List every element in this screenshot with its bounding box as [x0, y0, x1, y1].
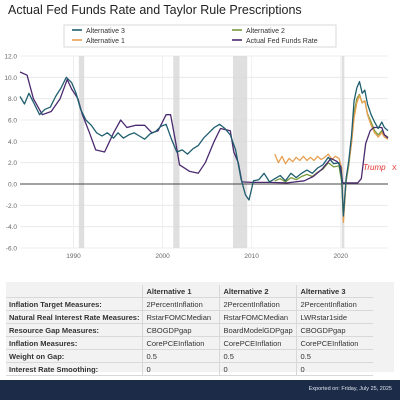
page-title: Actual Fed Funds Rate and Taylor Rule Pr… — [8, 3, 302, 17]
table-cell: CorePCEInflation — [142, 336, 220, 350]
y-tick-label: 4.0 — [8, 139, 17, 146]
column-header: Alternative 2 — [219, 285, 297, 298]
recession-band — [232, 56, 248, 248]
column-header: Alternative 1 — [142, 285, 220, 298]
y-tick-label: -4.0 — [6, 224, 18, 231]
y-tick-label: 6.0 — [8, 118, 17, 125]
x-tick-label: 1990 — [66, 253, 81, 260]
row-label: Inflation Measures: — [6, 336, 143, 350]
row-label: Interest Rate Smoothing: — [6, 362, 143, 376]
table-cell: 2PercentInflation — [296, 297, 374, 311]
table-cell: CBOGDPgap — [142, 323, 220, 337]
table-cell: 0 — [142, 362, 220, 376]
y-tick-label: -2.0 — [6, 203, 18, 210]
y-tick-label: 8.0 — [8, 96, 17, 103]
row-label: Natural Real Interest Rate Measures: — [6, 310, 143, 324]
legend-label: Actual Fed Funds Rate — [246, 38, 318, 45]
series-line-alternative-3 — [19, 76, 389, 217]
table-cell: BoardModelGDPgap — [219, 323, 297, 337]
footer-bar: Exported on: Friday, July 25, 2025 — [0, 380, 400, 400]
table-cell: CorePCEInflation — [296, 336, 374, 350]
params-corner-cell — [6, 285, 143, 298]
recession-band — [78, 56, 85, 248]
trump-annotation-label: Trump — [363, 163, 386, 172]
column-header: Alternative 3 — [296, 285, 374, 298]
table-cell: LWRstar1side — [296, 310, 374, 324]
y-tick-label: -6.0 — [6, 246, 18, 253]
params-table: Alternative 1 Alternative 2 Alternative … — [6, 285, 374, 376]
table-cell: 0.5 — [296, 349, 374, 363]
table-row: Natural Real Interest Rate Measures: Rst… — [6, 310, 374, 324]
taylor-rule-chart: -6.0 -4.0 -2.0 0.0 2.0 4.0 6.0 8.0 10.0 12.0 1990… — [4, 24, 397, 260]
table-cell: 2PercentInflation — [219, 297, 297, 311]
table-cell: 0 — [219, 362, 297, 376]
table-row: Weight on Gap: 0.5 0.5 0.5 — [6, 349, 374, 363]
table-cell: 0 — [296, 362, 374, 376]
legend-label: Alternative 3 — [86, 28, 125, 35]
x-tick-label: 2010 — [244, 253, 259, 260]
legend-label: Alternative 1 — [86, 38, 125, 45]
row-label: Weight on Gap: — [6, 349, 143, 363]
export-timestamp: Exported on: Friday, July 25, 2025 — [308, 386, 392, 392]
table-cell: RstarFOMCMedian — [142, 310, 220, 324]
table-cell: 2PercentInflation — [142, 297, 220, 311]
recession-band — [341, 56, 345, 248]
legend-label: Alternative 2 — [246, 28, 285, 35]
y-tick-label: 2.0 — [8, 160, 17, 167]
legend-box — [63, 24, 337, 48]
table-cell: CBOGDPgap — [296, 323, 374, 337]
table-row: Inflation Measures: CorePCEInflation Cor… — [6, 336, 374, 350]
y-tick-label: 12.0 — [4, 54, 17, 61]
table-row: Inflation Target Measures: 2PercentInfla… — [6, 297, 374, 311]
row-label: Inflation Target Measures: — [6, 297, 143, 311]
x-tick-label: 2020 — [334, 253, 349, 260]
x-tick-label: 2000 — [155, 253, 170, 260]
table-cell: CorePCEInflation — [219, 336, 297, 350]
table-cell: 0.5 — [219, 349, 297, 363]
table-row: Interest Rate Smoothing: 0 0 0 — [6, 362, 374, 376]
trump-annotation-marker: X — [392, 165, 397, 172]
y-tick-label: 10.0 — [4, 75, 17, 82]
params-header-row: Alternative 1 Alternative 2 Alternative … — [6, 285, 374, 298]
series-line-alternative-1 — [274, 94, 389, 224]
table-cell: 0.5 — [142, 349, 220, 363]
y-tick-label: 0.0 — [8, 182, 17, 189]
table-row: Resource Gap Measures: CBOGDPgap BoardMo… — [6, 323, 374, 337]
table-cell: RstarFOMCMedian — [219, 310, 297, 324]
row-label: Resource Gap Measures: — [6, 323, 143, 337]
